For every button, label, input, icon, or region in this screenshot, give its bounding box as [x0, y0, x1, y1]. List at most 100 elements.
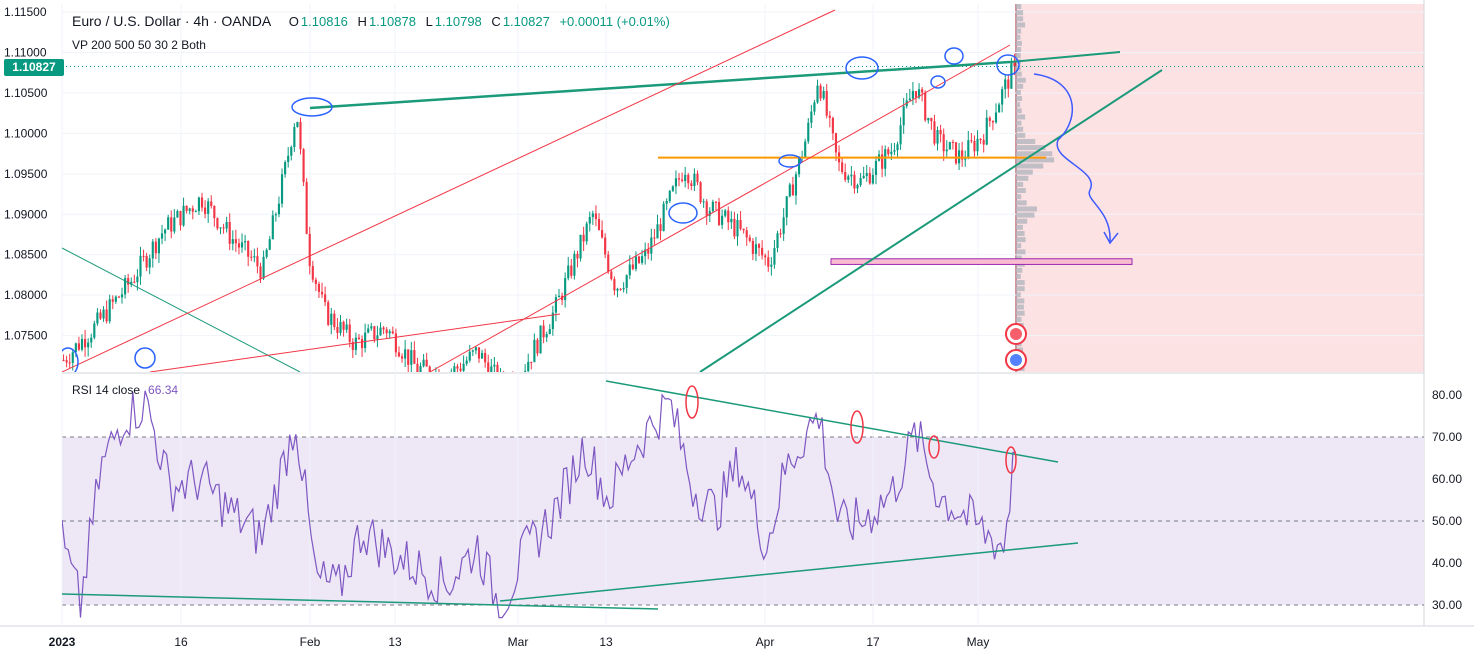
candle-body: [477, 347, 481, 359]
candle-body: [413, 350, 416, 364]
rsi-trend-line: [62, 593, 659, 610]
candle-body: [914, 91, 918, 98]
candle-body: [850, 174, 853, 177]
candle-body: [364, 332, 367, 349]
candle-body: [597, 218, 601, 231]
candle-body: [503, 375, 505, 384]
candle-body: [601, 230, 604, 238]
candle-body: [684, 174, 687, 181]
rsi-highlight-circle: [1005, 446, 1017, 474]
high-value: 1.10878: [368, 14, 416, 29]
candle-body: [831, 117, 834, 134]
candle-body: [305, 182, 308, 234]
candle-body: [911, 91, 914, 99]
candle-body: [296, 121, 299, 128]
candle-body: [509, 376, 511, 388]
candle-body: [459, 368, 462, 371]
symbol-title: Euro / U.S. Dollar · 4h · OANDA: [72, 13, 272, 29]
candle-body: [484, 352, 487, 363]
candle-body: [120, 294, 124, 298]
candle-body: [333, 313, 336, 328]
projection-arrowhead: [1103, 231, 1119, 245]
candle-body: [754, 244, 758, 254]
rsi-tick-label: 50.00: [1432, 514, 1462, 528]
candle-body: [111, 299, 114, 302]
candle-body: [327, 302, 330, 325]
candle-body: [207, 201, 210, 214]
candle-body: [628, 264, 631, 276]
candle-body: [764, 255, 767, 258]
rsi-trend-line: [605, 380, 1059, 463]
candle-body: [160, 233, 164, 239]
candle-body: [967, 140, 970, 159]
candle-body: [945, 149, 948, 152]
candle-body: [982, 139, 985, 145]
candle-body: [416, 363, 419, 372]
volume-profile-bar: [1016, 126, 1024, 132]
candle-body: [77, 343, 81, 350]
candle-body: [299, 121, 302, 150]
candle-body: [939, 130, 942, 135]
candle-body: [188, 208, 191, 211]
candle-body: [216, 218, 219, 229]
candle-body: [751, 240, 754, 254]
rsi-legend[interactable]: RSI 14 close 66.34: [72, 383, 178, 397]
candle-body: [557, 295, 561, 298]
candle-body: [391, 331, 394, 334]
candle-body: [65, 360, 68, 363]
rsi-tick-label: 70.00: [1432, 430, 1462, 444]
candle-body: [428, 366, 431, 372]
candle-body: [182, 205, 185, 226]
candle-body: [647, 249, 650, 254]
candle-body: [105, 309, 108, 322]
candle-body: [444, 383, 446, 385]
candle-body: [927, 117, 930, 121]
candle-body: [576, 253, 579, 259]
candle-body: [142, 255, 145, 257]
time-tick-label: 16: [174, 635, 188, 649]
candle-body: [133, 281, 136, 283]
indicator-label[interactable]: VP 200 500 50 30 2 Both: [72, 38, 206, 52]
candle-body: [250, 256, 253, 258]
candle-body: [1001, 89, 1004, 105]
candle-body: [736, 220, 739, 237]
candle-body: [62, 359, 65, 361]
projection-path: [1033, 73, 1111, 243]
candle-body: [259, 266, 262, 279]
time-tick-label: May: [967, 635, 990, 649]
candle-body: [948, 142, 951, 150]
volume-profile-bar: [1016, 267, 1023, 273]
candle-body: [385, 329, 388, 334]
candle-body: [724, 210, 727, 216]
volume-profile-bar: [1016, 292, 1021, 298]
rsi-label: RSI 14 close: [72, 383, 141, 397]
time-tick-label: 13: [388, 635, 402, 649]
candle-body: [404, 349, 407, 359]
candle-body: [90, 337, 93, 343]
candle-body: [813, 102, 816, 112]
candle-body: [662, 203, 665, 231]
candle-body: [874, 160, 878, 175]
candle-body: [342, 321, 345, 330]
candle-body: [739, 220, 742, 229]
volume-profile-bar: [1016, 163, 1044, 169]
candle-body: [613, 279, 616, 291]
candle-body: [674, 178, 678, 187]
volume-profile-bar: [1016, 280, 1025, 286]
candle-body: [280, 174, 284, 204]
candle-body: [542, 325, 545, 338]
time-tick-label: 17: [866, 635, 880, 649]
candle-body: [410, 350, 413, 365]
candle-body: [822, 90, 825, 99]
highlight-circle: [930, 75, 946, 89]
candle-body: [108, 299, 111, 322]
candle-body: [539, 325, 542, 354]
candle-body: [512, 376, 514, 385]
candle-body: [804, 141, 807, 157]
close-key: C: [491, 14, 501, 29]
candle-body: [985, 117, 988, 145]
candle-body: [554, 297, 558, 313]
highlight-circle: [134, 347, 156, 369]
candle-body: [533, 339, 536, 363]
